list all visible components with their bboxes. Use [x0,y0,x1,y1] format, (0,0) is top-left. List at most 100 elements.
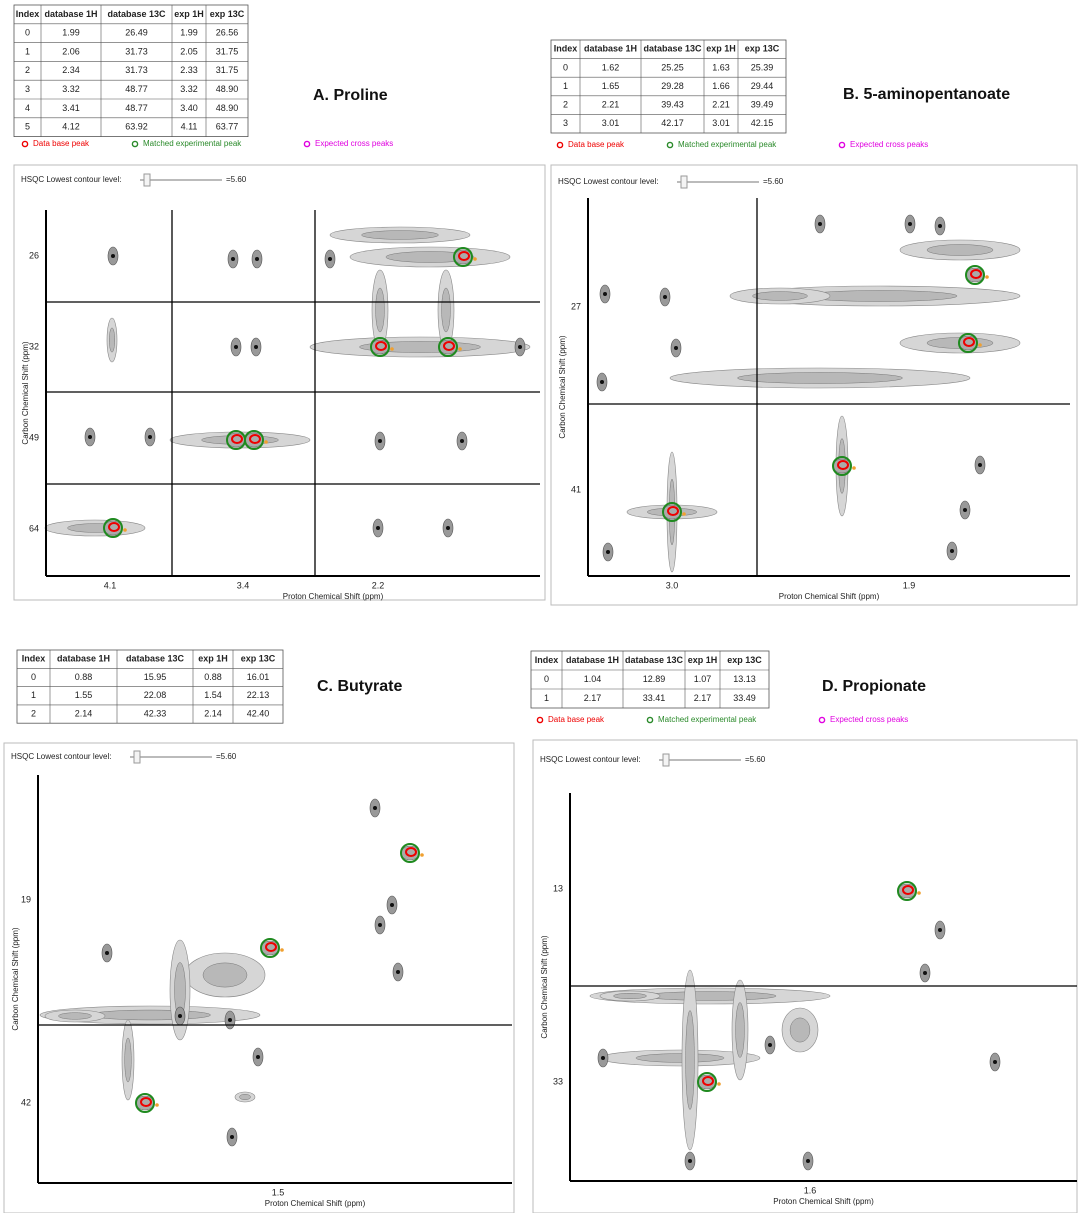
slider-thumb [680,175,688,189]
x-tick-label: 1.6 [804,1185,817,1195]
plot-frame [13,164,546,601]
table-cell: 1 [544,693,549,703]
y-tick-label: 26 [29,250,39,260]
y-tick-label: 42 [21,1097,31,1107]
cross-peak [978,343,982,347]
table-frame [530,650,770,709]
contour-core [202,962,248,988]
y-tick-label: 49 [29,432,39,442]
peak-dot [178,1014,182,1018]
peak-dot [688,1159,692,1163]
legend-label: Data base peak [33,139,90,148]
legend-marker [838,141,846,149]
peak-dot [396,970,400,974]
legend-label: Expected cross peaks [850,140,928,149]
slider-value: =5.60 [226,175,247,184]
peak-dot [818,222,822,226]
panel-title: C. Butyrate [317,678,402,695]
table-cell: 5 [25,122,30,132]
peak-dot [256,1055,260,1059]
table-cell: 1.55 [75,690,93,700]
table-cell: 31.73 [125,65,148,75]
y-tick-label: 32 [29,341,39,351]
x-tick-label: 4.1 [104,580,117,590]
peak-dot [378,439,382,443]
cross-peak [458,347,462,351]
legend-label: Expected cross peaks [830,715,908,724]
table-cell: 2.06 [62,46,80,56]
table-cell: 22.13 [247,690,270,700]
table-cell: 2.21 [602,99,620,109]
table-header: database 13C [625,655,684,665]
matched-peak [697,1072,717,1092]
table-header: exp 13C [727,655,762,665]
contour-core [789,1017,811,1043]
table-cell: 3.41 [62,103,80,113]
slider-label: HSQC Lowest contour level: [11,752,112,761]
table-cell: 42.15 [751,118,774,128]
matched-peak [135,1093,155,1113]
contour-core [735,1002,745,1058]
matched-peak [438,337,458,357]
table-cell: 39.49 [751,99,774,109]
table-cell: 3.01 [712,118,730,128]
contour-core [685,1010,695,1110]
table-cell: 0.88 [75,672,93,682]
database-peak [443,341,455,351]
database-peak [108,522,120,532]
legend-marker [131,140,139,148]
y-tick-label: 41 [571,484,581,494]
table-cell: 48.77 [125,84,148,94]
peak-dot [376,526,380,530]
table-cell: 3 [25,84,30,94]
contour-core [375,287,385,333]
table-cell: 13.13 [733,674,756,684]
legend-label: Matched experimental peak [143,139,242,148]
cross-peak [123,528,127,532]
y-axis-label: Carbon Chemical Shift (ppm) [11,927,20,1030]
panel-title: D. Propionate [822,678,926,695]
table-cell: 2.14 [204,708,222,718]
table-header: database 13C [107,9,166,19]
table-cell: 0 [31,672,36,682]
database-peak [458,251,470,261]
peak-dot [674,346,678,350]
peak-dot [111,254,115,258]
legend-marker [303,140,311,148]
database-peak [140,1097,152,1107]
contour-core [643,991,777,1001]
table-cell: 42.40 [247,708,270,718]
peak-dot [231,257,235,261]
table-cell: 31.75 [216,46,239,56]
legend-label: Expected cross peaks [315,139,393,148]
matched-peak [662,502,682,522]
plot-frame [3,742,515,1213]
peak-dot [603,292,607,296]
peak-dot [88,435,92,439]
panel-title: A. Proline [313,87,388,104]
table-cell: 1.99 [180,28,198,38]
cross-peak [473,257,477,261]
database-peak [970,269,982,279]
table-header: database 1H [566,655,619,665]
table-cell: 2.33 [180,65,198,75]
peak-dot [768,1043,772,1047]
table-cell: 3.01 [602,118,620,128]
legend-label: Data base peak [548,715,605,724]
table-cell: 63.92 [125,122,148,132]
table-cell: 63.77 [216,122,239,132]
peak-dot [446,526,450,530]
cross-peak [917,891,921,895]
table-cell: 3 [563,118,568,128]
table-cell: 1.62 [602,62,620,72]
table-cell: 42.33 [144,708,167,718]
matched-peak [260,938,280,958]
cross-peak [985,275,989,279]
cross-peak [264,440,268,444]
contour-core [385,251,475,263]
slider-label: HSQC Lowest contour level: [540,755,641,764]
table-cell: 15.95 [144,672,167,682]
database-peak [249,434,261,444]
peak-dot [938,928,942,932]
y-axis-label: Carbon Chemical Shift (ppm) [558,335,567,438]
